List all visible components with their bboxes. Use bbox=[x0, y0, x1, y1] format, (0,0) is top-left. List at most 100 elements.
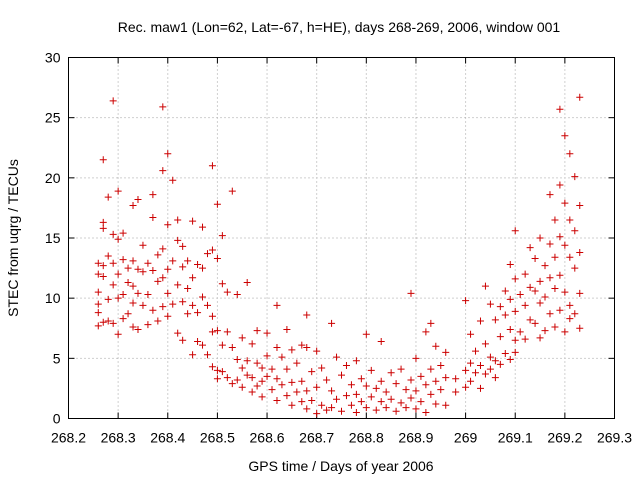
data-point bbox=[541, 262, 549, 270]
data-point bbox=[486, 365, 494, 373]
data-point bbox=[169, 257, 177, 265]
data-point bbox=[511, 307, 519, 315]
data-point bbox=[119, 229, 127, 237]
data-point bbox=[551, 285, 559, 293]
data-point bbox=[278, 381, 286, 389]
data-point bbox=[184, 310, 192, 318]
data-point bbox=[476, 384, 484, 392]
data-point bbox=[293, 388, 301, 396]
data-point bbox=[233, 291, 241, 299]
data-point bbox=[506, 295, 514, 303]
data-point bbox=[203, 250, 211, 258]
data-point bbox=[427, 319, 435, 327]
data-point bbox=[288, 401, 296, 409]
data-point bbox=[134, 195, 142, 203]
data-point bbox=[159, 167, 167, 175]
data-point bbox=[308, 396, 316, 404]
data-point bbox=[362, 382, 370, 390]
data-point bbox=[501, 287, 509, 295]
data-point bbox=[377, 377, 385, 385]
data-point bbox=[407, 394, 415, 402]
data-point bbox=[303, 405, 311, 413]
data-point bbox=[179, 298, 187, 306]
data-point bbox=[437, 362, 445, 370]
data-point bbox=[328, 387, 336, 395]
data-point bbox=[114, 270, 122, 278]
data-point bbox=[551, 253, 559, 261]
data-point bbox=[481, 282, 489, 290]
data-point bbox=[248, 374, 256, 382]
x-tick-label: 268.3 bbox=[101, 430, 136, 446]
data-point bbox=[203, 301, 211, 309]
data-point bbox=[94, 309, 102, 317]
data-point bbox=[402, 404, 410, 412]
data-point bbox=[481, 370, 489, 378]
data-point bbox=[347, 401, 355, 409]
data-point bbox=[213, 375, 221, 383]
data-point bbox=[119, 291, 127, 299]
data-point bbox=[561, 199, 569, 207]
x-tick-label: 269.2 bbox=[547, 430, 582, 446]
data-point bbox=[551, 216, 559, 224]
data-point bbox=[561, 241, 569, 249]
data-point bbox=[164, 221, 172, 229]
data-point bbox=[159, 103, 167, 111]
data-point bbox=[521, 335, 529, 343]
data-point bbox=[124, 310, 132, 318]
data-point bbox=[174, 216, 182, 224]
data-point bbox=[576, 202, 584, 210]
data-point bbox=[109, 97, 117, 105]
data-point bbox=[283, 325, 291, 333]
data-point bbox=[238, 364, 246, 372]
data-point bbox=[114, 294, 122, 302]
data-point bbox=[164, 150, 172, 158]
x-tick-label: 268.2 bbox=[51, 430, 86, 446]
data-point bbox=[387, 395, 395, 403]
data-point bbox=[228, 344, 236, 352]
data-point bbox=[323, 376, 331, 384]
data-point bbox=[467, 330, 475, 338]
data-point bbox=[571, 227, 579, 235]
data-point bbox=[472, 347, 480, 355]
data-point bbox=[208, 363, 216, 371]
data-point bbox=[546, 274, 554, 282]
data-point bbox=[333, 353, 341, 361]
data-point bbox=[218, 232, 226, 240]
data-point bbox=[347, 381, 355, 389]
y-tick-label: 25 bbox=[45, 110, 61, 126]
data-point bbox=[516, 291, 524, 299]
data-point bbox=[243, 371, 251, 379]
data-point bbox=[174, 329, 182, 337]
data-point bbox=[233, 376, 241, 384]
data-point bbox=[352, 390, 360, 398]
data-point bbox=[223, 288, 231, 296]
data-point bbox=[402, 386, 410, 394]
data-point bbox=[203, 351, 211, 359]
data-point bbox=[164, 289, 172, 297]
data-point bbox=[208, 162, 216, 170]
data-point bbox=[546, 240, 554, 248]
data-point bbox=[496, 333, 504, 341]
data-point bbox=[377, 398, 385, 406]
data-point bbox=[501, 311, 509, 319]
data-point bbox=[521, 270, 529, 278]
data-point bbox=[189, 351, 197, 359]
data-point bbox=[561, 328, 569, 336]
data-point bbox=[501, 350, 509, 358]
x-axis-label: GPS time / Days of year 2006 bbox=[248, 458, 433, 474]
data-point bbox=[328, 319, 336, 327]
data-point bbox=[189, 274, 197, 282]
data-point bbox=[506, 260, 514, 268]
data-point bbox=[352, 408, 360, 416]
data-point bbox=[476, 362, 484, 370]
data-point bbox=[536, 234, 544, 242]
data-point bbox=[556, 181, 564, 189]
data-point bbox=[486, 353, 494, 361]
data-point bbox=[308, 368, 316, 376]
data-point bbox=[407, 289, 415, 297]
grid-lines bbox=[68, 57, 615, 419]
data-point bbox=[99, 318, 107, 326]
data-point bbox=[268, 365, 276, 373]
data-point bbox=[154, 251, 162, 259]
data-point bbox=[218, 280, 226, 288]
